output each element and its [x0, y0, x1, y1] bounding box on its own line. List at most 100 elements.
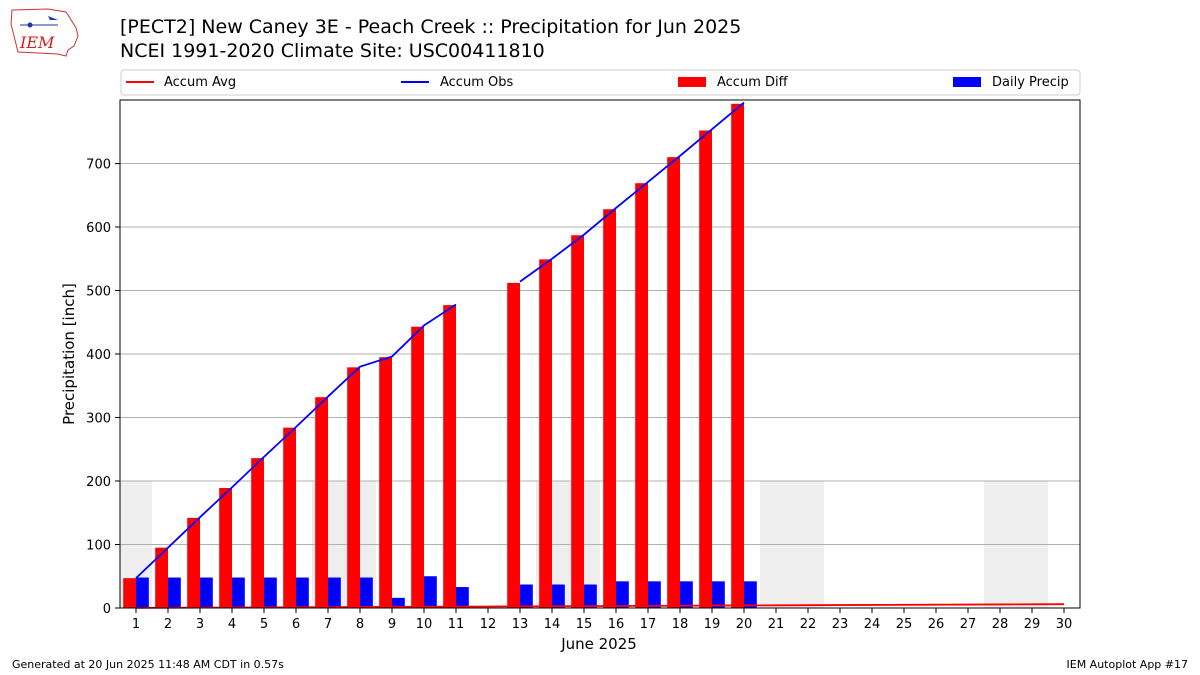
y-tick-label: 600: [86, 221, 111, 236]
x-tick-label: 1: [132, 617, 140, 632]
x-tick-label: 29: [1024, 617, 1041, 632]
y-axis-label: Precipitation [inch]: [60, 283, 78, 425]
daily-precip-bar: [456, 587, 469, 608]
daily-precip-bar: [232, 577, 245, 608]
legend-swatch-accum-diff: [678, 77, 706, 87]
x-tick-label: 2: [164, 617, 172, 632]
accum-diff-bar: [603, 209, 616, 608]
accum-obs-line: [135, 303, 457, 579]
daily-precip-bar: [584, 584, 597, 608]
y-tick-label: 300: [86, 412, 111, 427]
y-tick-label: 100: [86, 539, 111, 554]
x-tick-label: 6: [292, 617, 300, 632]
daily-precip-bar: [744, 581, 757, 608]
daily-precip-bar: [392, 597, 405, 608]
accum-diff-bar: [571, 235, 584, 608]
x-tick-label: 19: [704, 617, 721, 632]
accum-diff-bar: [667, 157, 680, 608]
x-tick-label: 11: [448, 617, 465, 632]
daily-precip-bar: [264, 577, 277, 608]
x-tick-label: 12: [480, 617, 497, 632]
accum-diff-bar: [731, 103, 744, 608]
x-tick-label: 30: [1056, 617, 1073, 632]
x-tick-label: 13: [512, 617, 529, 632]
x-tick-label: 24: [864, 617, 881, 632]
accum-diff-bar: [315, 397, 328, 608]
x-tick-label: 23: [832, 617, 849, 632]
x-tick-label: 26: [928, 617, 945, 632]
x-tick-label: 28: [992, 617, 1009, 632]
x-tick-label: 14: [544, 617, 561, 632]
x-tick-label: 18: [672, 617, 689, 632]
daily-precip-bar: [424, 576, 437, 608]
accum-avg-line: [135, 603, 1065, 609]
y-tick-label: 0: [103, 602, 111, 617]
accum-diff-bar: [507, 282, 520, 608]
accum-diff-bar: [283, 427, 296, 608]
x-tick-label: 3: [196, 617, 204, 632]
accum-diff-bar: [347, 367, 360, 608]
x-tick-label: 22: [800, 617, 817, 632]
daily-precip-bar: [616, 581, 629, 608]
x-axis-label: June 2025: [560, 635, 637, 653]
daily-precip-bar: [296, 577, 309, 608]
x-tick-label: 17: [640, 617, 657, 632]
legend: Accum Avg Accum Obs Accum Diff Daily Pre…: [120, 69, 1081, 96]
grid-layer: [120, 163, 1080, 545]
accum-diff-bar: [123, 578, 136, 608]
daily-precip-bar: [712, 581, 725, 608]
accum-diff-bar: [187, 517, 200, 608]
x-tick-label: 5: [260, 617, 268, 632]
x-tick-label: 7: [324, 617, 332, 632]
x-tick-label: 15: [576, 617, 593, 632]
daily-precip-bar: [360, 577, 373, 608]
daily-precip-bar: [520, 584, 533, 608]
accum-diff-bar: [699, 130, 712, 609]
x-tick-label: 27: [960, 617, 977, 632]
y-tick-label: 700: [86, 158, 111, 173]
daily-precip-bar: [200, 577, 213, 608]
y-tick-label: 400: [86, 348, 111, 363]
y-tick-label: 500: [86, 285, 111, 300]
x-tick-label: 20: [736, 617, 753, 632]
accum-diff-bar: [411, 326, 424, 608]
x-tick-label: 16: [608, 617, 625, 632]
bars-layer: [123, 103, 757, 609]
accum-diff-bar: [635, 183, 648, 608]
chart-title: [PECT2] New Caney 3E - Peach Creek :: Pr…: [120, 16, 742, 38]
daily-precip-bar: [648, 581, 661, 608]
logo-text: IEM: [19, 33, 55, 52]
legend-label-accum-obs: Accum Obs: [440, 75, 513, 90]
x-tick-label: 9: [388, 617, 396, 632]
x-tick-label: 4: [228, 617, 236, 632]
accum-diff-bar: [379, 357, 392, 608]
accum-diff-bar: [251, 458, 264, 608]
footer-generated: Generated at 20 Jun 2025 11:48 AM CDT in…: [12, 658, 284, 671]
daily-precip-bar: [328, 577, 341, 608]
iowa-outline-icon: [10, 8, 79, 57]
lines-layer: [135, 101, 1065, 609]
chart-subtitle: NCEI 1991-2020 Climate Site: USC00411810: [120, 40, 545, 62]
y-tick-label: 200: [86, 475, 111, 490]
daily-precip-bar: [680, 581, 693, 608]
x-tick-label: 21: [768, 617, 785, 632]
x-tick-label: 25: [896, 617, 913, 632]
accum-diff-bar: [155, 547, 168, 608]
x-tick-label: 8: [356, 617, 364, 632]
legend-label-accum-diff: Accum Diff: [717, 75, 789, 90]
accum-obs-line: [519, 101, 745, 283]
daily-precip-bar: [552, 584, 565, 608]
accum-diff-bar: [219, 487, 232, 608]
daily-precip-bar: [168, 577, 181, 608]
legend-label-accum-avg: Accum Avg: [164, 75, 236, 90]
accum-diff-bar: [443, 305, 456, 608]
x-tick-label: 10: [416, 617, 433, 632]
legend-swatch-daily-precip: [953, 77, 981, 87]
iem-logo: IEM: [10, 8, 79, 57]
legend-box: [120, 69, 1081, 96]
daily-precip-bar: [136, 577, 149, 608]
accum-diff-bar: [539, 259, 552, 608]
legend-label-daily-precip: Daily Precip: [992, 75, 1069, 90]
